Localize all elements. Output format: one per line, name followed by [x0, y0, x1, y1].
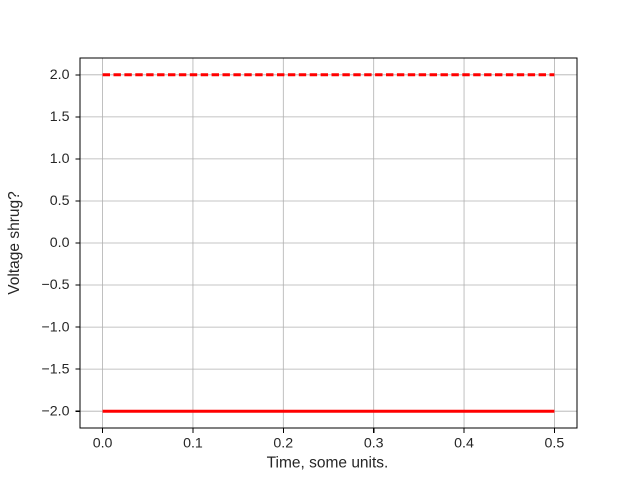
svg-text:−1.5: −1.5 [41, 361, 69, 377]
svg-text:−0.5: −0.5 [41, 277, 69, 293]
svg-text:1.0: 1.0 [50, 151, 70, 167]
svg-text:0.3: 0.3 [364, 436, 384, 452]
svg-text:Voltage shrug?: Voltage shrug? [6, 191, 23, 295]
svg-text:0.1: 0.1 [183, 436, 203, 452]
svg-text:−1.0: −1.0 [41, 319, 69, 335]
svg-text:1.5: 1.5 [50, 109, 70, 125]
svg-text:0.2: 0.2 [273, 436, 293, 452]
svg-text:2.0: 2.0 [50, 67, 70, 83]
svg-text:0.0: 0.0 [93, 436, 113, 452]
svg-text:Time, some units.: Time, some units. [267, 455, 389, 472]
svg-text:0.0: 0.0 [50, 235, 70, 251]
svg-text:0.4: 0.4 [454, 436, 474, 452]
svg-text:0.5: 0.5 [50, 193, 70, 209]
svg-text:−2.0: −2.0 [41, 403, 69, 419]
svg-text:0.5: 0.5 [545, 436, 565, 452]
